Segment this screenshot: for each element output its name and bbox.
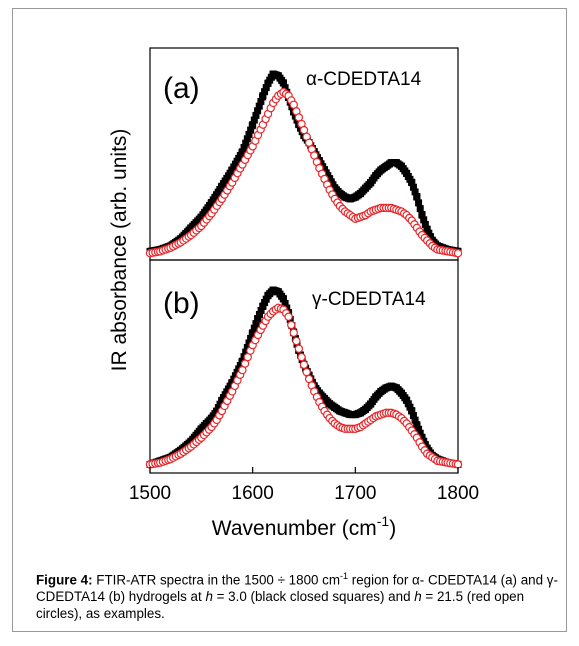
panel-b-series-1-point [255, 310, 263, 318]
caption-part-3: = 3.0 (black closed squares) and [212, 589, 415, 605]
x-axis-ticks: 1500 1600 1700 1800 [129, 467, 479, 504]
x-axis-label-main: Wavenumber (cm [212, 517, 377, 540]
panel-a-series-1-point [279, 79, 287, 87]
panel-b-title: γ-CDEDTA14 [312, 289, 426, 310]
panel-b-series-2-point [294, 344, 304, 353]
caption-label: Figure 4: [36, 572, 93, 588]
panel-a-series-1-point [242, 139, 250, 147]
panel-a-series-1-point [247, 126, 255, 134]
x-tick-label: 1700 [334, 483, 376, 504]
y-axis-label: IR absorbance (arb. units) [108, 129, 131, 372]
panel-b-series-1-point [281, 299, 289, 307]
panel-a-series-1-point [262, 84, 270, 92]
caption-h-2: h [414, 589, 422, 605]
panel-b-data [145, 286, 463, 469]
panel-a-series-1-point [281, 84, 289, 92]
panel-a-series-1-point [421, 220, 429, 228]
caption-part-2: region for α- CDEDTA14 (a) and γ-CDEDTA1… [36, 572, 558, 605]
panel-b-series-2-point [299, 360, 309, 369]
x-axis-label: Wavenumber (cm-1) [212, 513, 396, 540]
panel-b-series-1-point [252, 320, 260, 328]
panel-b-series-1-point [247, 334, 255, 342]
panel-a-series-1-point [250, 116, 258, 124]
panel-a-series-1-point [243, 135, 251, 143]
panel-a-series-1-point [408, 179, 416, 187]
figure-frame [12, 8, 567, 632]
ftir-chart: (a) α-CDEDTA14 (b) γ-CDEDTA14 1500 1600 17… [108, 47, 479, 540]
panel-b-series-2-point [453, 460, 463, 469]
panel-a-series-1-point [238, 148, 246, 156]
panel-b-series-2-point [292, 336, 301, 346]
panel-a-data [145, 70, 463, 258]
figure-caption: Figure 4: FTIR-ATR spectra in the 1500 ÷… [36, 568, 561, 622]
panel-b-series-1-point [245, 339, 253, 347]
panel-b-series-2-point [284, 312, 293, 321]
panel-b-series-1-point [415, 425, 423, 433]
panel-b-series-1-point [243, 344, 251, 352]
panel-b-series-1-point [242, 348, 250, 356]
panel-b-series-1-point [411, 416, 419, 424]
panel-a-label: (a) [163, 72, 200, 105]
panel-a-title: α-CDEDTA14 [306, 69, 422, 90]
panel-b-frame [149, 259, 459, 474]
panel-a-series-1-point [254, 107, 262, 115]
panel-a-series-1-point [240, 143, 248, 151]
panel-a-series-1-point [261, 88, 269, 96]
panel-a-series-1-point [420, 216, 428, 224]
panel-b-series-1-point [413, 421, 421, 429]
x-axis-label-exp: -1 [377, 513, 390, 529]
caption-sup: -1 [340, 571, 349, 581]
panel-b-series-2-point [297, 352, 306, 362]
panel-a-series-1-point [259, 92, 267, 100]
panel-a-series-1-point [418, 211, 426, 219]
panel-b-series-1-point [409, 412, 417, 420]
panel-a-series-1-point [257, 98, 265, 106]
panel-b-series-2-point [302, 367, 311, 377]
panel-b-series-1-point [257, 307, 265, 315]
panel-a-series-1-point [413, 193, 421, 201]
caption-part-1: FTIR-ATR spectra in the 1500 ÷ 1800 cm [92, 572, 341, 588]
x-tick-label: 1600 [232, 483, 274, 504]
panel-a-series-1-point [411, 188, 419, 196]
panel-b-series-2-point [289, 328, 298, 337]
caption-h-1: h [205, 589, 213, 605]
panel-a-series-1-point [245, 130, 253, 138]
panel-a-series-1-point [252, 111, 260, 119]
panel-a-series-1-point [249, 121, 257, 129]
x-axis-label-close: ) [389, 517, 396, 540]
panel-b-series-1-point [408, 407, 416, 415]
caption-part-4: = 21.5 (red open circles), as examples. [36, 589, 525, 622]
panel-b-series-1-point [254, 314, 262, 322]
panel-b-series-2-point [287, 320, 296, 330]
panel-b-label: (b) [163, 287, 200, 320]
panel-a-series-1-point [409, 183, 417, 191]
panel-b-series-1-point [279, 295, 287, 303]
panel-a-series-1-point [255, 102, 263, 110]
panel-a-series-2-point [453, 248, 463, 258]
panel-a-series-1-point [416, 205, 424, 213]
x-tick-label: 1500 [129, 483, 171, 504]
panel-b-series-1-point [249, 329, 257, 337]
panel-a-series-1-point [415, 199, 423, 207]
panel-b-series-1-point [416, 429, 424, 437]
panel-b-series-1-point [250, 324, 258, 332]
x-tick-label: 1800 [437, 483, 479, 504]
